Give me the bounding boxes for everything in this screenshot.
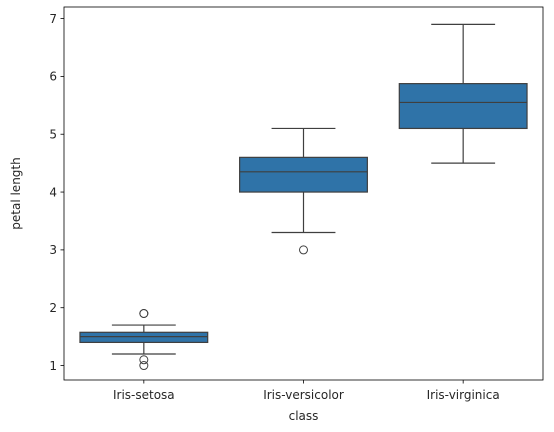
outlier-point — [299, 245, 308, 255]
y-tick-label: 4 — [49, 185, 57, 199]
box-series — [79, 23, 528, 371]
y-tick-label: 5 — [49, 128, 57, 142]
box-iris-virginica — [398, 23, 528, 164]
y-tick-label: 3 — [49, 243, 57, 257]
x-tick-label: Iris-versicolor — [263, 388, 344, 402]
x-tick-label: Iris-virginica — [427, 388, 500, 402]
iqr-box — [79, 331, 209, 344]
y-tick-label: 6 — [49, 70, 57, 84]
iqr-box — [239, 156, 368, 193]
x-axis: Iris-setosa Iris-versicolor Iris-virginica — [113, 380, 500, 402]
outlier-point — [139, 361, 149, 371]
y-tick-label: 2 — [49, 301, 57, 315]
y-tick-label: 7 — [49, 12, 57, 26]
outlier-point — [139, 355, 149, 365]
x-tick-label: Iris-setosa — [113, 388, 175, 402]
iqr-box — [398, 83, 528, 130]
x-axis-label: class — [289, 409, 319, 423]
y-tick-label: 1 — [49, 359, 57, 373]
outlier-point — [139, 308, 149, 318]
y-axis-label: petal length — [9, 157, 23, 229]
y-axis: 1 2 3 4 5 6 7 — [49, 12, 64, 373]
box-iris-setosa — [79, 308, 209, 371]
box-iris-versicolor — [239, 127, 368, 255]
